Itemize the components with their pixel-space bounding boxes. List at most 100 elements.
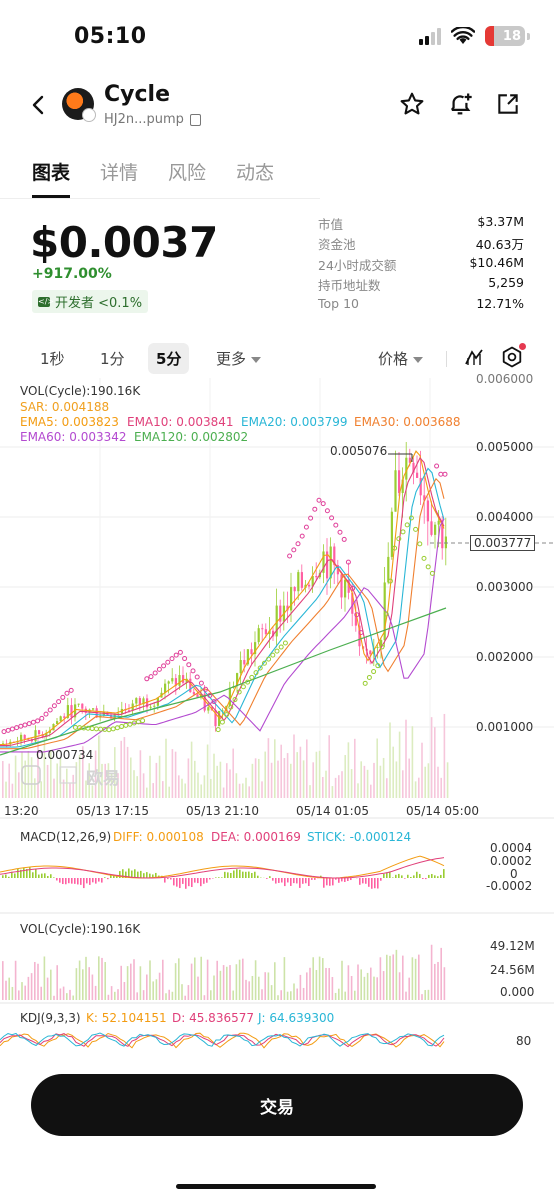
volume-sub-bar [267, 972, 270, 1000]
alert-add-icon[interactable] [446, 90, 474, 118]
volume-bar [155, 762, 158, 798]
macd-histogram-bar [11, 871, 13, 878]
sar-dot [148, 674, 154, 680]
star-icon[interactable] [398, 90, 426, 118]
sar-dot [177, 649, 183, 655]
volume-bar [414, 781, 417, 798]
volume-sub-bar [66, 993, 68, 1000]
copy-icon[interactable] [189, 113, 201, 126]
sar-dot [350, 585, 356, 591]
tab-details[interactable]: 详情 [100, 162, 139, 184]
interval-5m[interactable]: 5分 [148, 343, 190, 374]
volume-bar [434, 727, 436, 798]
macd-histogram-bar [266, 878, 268, 879]
price-chart[interactable] [0, 378, 554, 1058]
ema10-line [0, 457, 445, 747]
macd-histogram-bar [329, 878, 331, 886]
volume-bar [158, 755, 161, 798]
macd-histogram-bar [374, 878, 376, 889]
volume-bar [318, 750, 321, 798]
trade-button[interactable]: 交易 [31, 1074, 523, 1136]
time-tick: 05/13 17:15 [76, 804, 149, 818]
volume-sub-bar [69, 989, 71, 1000]
volume-sub-bar [110, 986, 113, 1000]
watermark-logo [21, 765, 41, 785]
candle-body [344, 579, 347, 598]
candle-body [203, 693, 206, 711]
volume-bar [107, 763, 110, 798]
macd-histogram-bar [347, 878, 349, 882]
volume-bar [101, 763, 103, 798]
macd-diff-line [0, 855, 445, 879]
macd-histogram-bar [440, 874, 442, 878]
sar-dot [64, 690, 70, 696]
header-actions [398, 90, 522, 118]
candle-body [128, 710, 131, 712]
volume-bar [219, 761, 222, 798]
volume-sub-bar [405, 991, 407, 1000]
volume-sub-bar [366, 972, 369, 1000]
volume-sub-bar [373, 976, 375, 1000]
interval-1m[interactable]: 1分 [100, 350, 125, 368]
volume-sub-bar [312, 957, 314, 1000]
stat-row: 市值 $3.37M [318, 214, 524, 232]
volume-sub-bar [258, 976, 260, 1000]
volume-sub-bar [37, 963, 39, 1000]
candle-body [117, 713, 120, 715]
sar-dot [232, 697, 238, 703]
macd-histogram-bar [14, 873, 16, 878]
settings-icon[interactable] [500, 343, 526, 369]
chart-area[interactable]: VOL(Cycle):190.16K SAR: 0.004188 EMA5: 0… [0, 372, 554, 1058]
volume-sub-bar [181, 984, 183, 1000]
sar-dot [371, 669, 377, 675]
volume-bar [14, 755, 17, 798]
macd-histogram-bar [32, 872, 34, 878]
indicator-icon[interactable] [462, 345, 486, 369]
sar-dot [379, 644, 385, 650]
candle-body [426, 500, 429, 522]
volume-sub-bar [203, 995, 206, 1000]
volume-bar [258, 758, 260, 798]
sar-dot [1, 729, 7, 735]
volume-bar [213, 753, 215, 798]
macd-histogram-bar [434, 875, 436, 878]
ema120-line [0, 607, 447, 756]
price-type-select[interactable]: 价格 [370, 343, 431, 374]
macd-histogram-bar [278, 878, 280, 883]
macd-histogram-bar [107, 878, 109, 880]
volume-bar [123, 737, 126, 798]
macd-histogram-bar [200, 878, 202, 887]
sar-dot [425, 564, 431, 570]
candle-body [416, 472, 419, 478]
candle-body [174, 678, 177, 686]
kdj-k-legend: K: 52.104151 [86, 1011, 167, 1025]
tab-chart[interactable]: 图表 [32, 158, 71, 198]
volume-bar [187, 758, 190, 798]
ema30-line [0, 477, 445, 750]
macd-histogram-bar [83, 878, 85, 889]
back-icon[interactable] [26, 90, 50, 120]
macd-histogram-bar [59, 878, 61, 883]
tab-risk[interactable]: 风险 [168, 162, 207, 184]
developer-badge-text: 开发者 <0.1% [55, 296, 143, 311]
macd-histogram-bar [62, 878, 64, 885]
macd-histogram-bar [218, 877, 220, 878]
tab-activity[interactable]: 动态 [236, 162, 275, 184]
volume-bar [421, 742, 423, 798]
sar-dot [421, 555, 427, 561]
interval-more[interactable]: 更多 [208, 343, 269, 374]
interval-1s[interactable]: 1秒 [40, 350, 65, 368]
candle-body [297, 572, 300, 592]
volume-bar [152, 783, 154, 798]
share-icon[interactable] [494, 90, 522, 118]
macd-histogram-bar [224, 871, 226, 878]
toolbar-divider [446, 351, 447, 367]
volume-sub-bar [296, 988, 298, 1000]
sar-dot [68, 687, 74, 693]
volume-bar [139, 750, 142, 798]
macd-histogram-bar [206, 878, 208, 883]
macd-histogram-bar [95, 878, 97, 884]
macd-histogram-bar [173, 878, 175, 886]
volume-bar [235, 773, 238, 798]
developer-badge: </> 开发者 <0.1% [32, 290, 149, 313]
